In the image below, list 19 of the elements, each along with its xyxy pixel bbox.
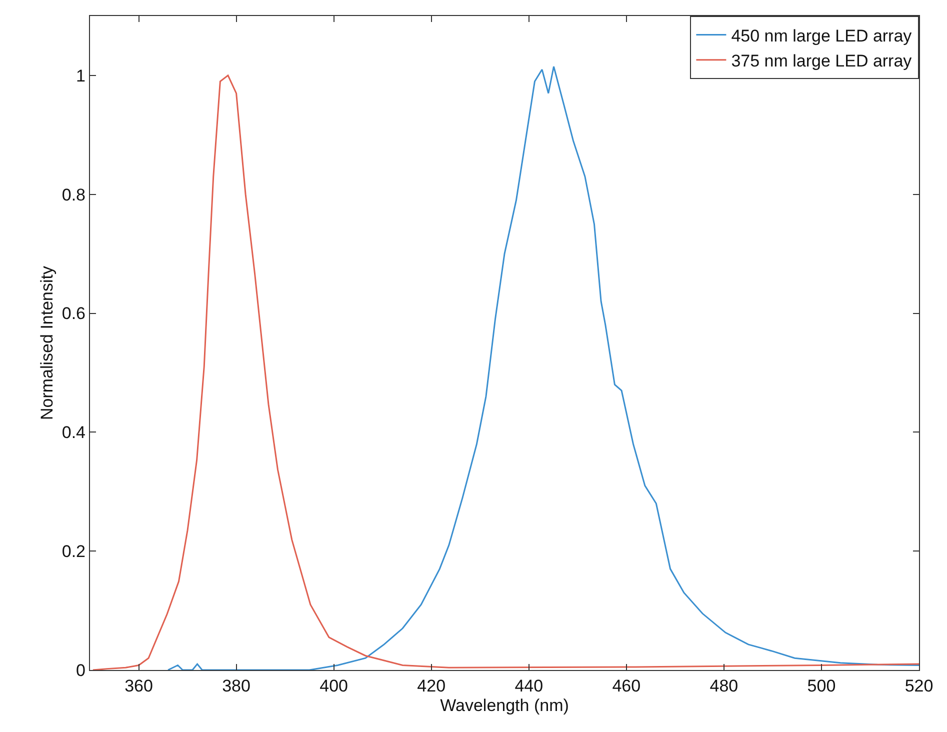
x-tick-label: 500: [807, 676, 836, 696]
x-tick-label: 380: [222, 676, 250, 696]
x-tick-label: 480: [710, 676, 738, 696]
x-axis-title: Wavelength (nm): [440, 696, 569, 715]
legend-label: 375 nm large LED array: [731, 51, 912, 70]
y-tick-label: 0.4: [62, 423, 86, 442]
y-tick-label: 0.8: [62, 185, 86, 204]
x-tick-label: 440: [514, 676, 544, 696]
y-axis-title: Normalised Intensity: [37, 266, 56, 420]
x-tick-label: 360: [124, 676, 153, 696]
y-tick-label: 0.2: [62, 542, 86, 562]
y-tick-label: 0.6: [62, 304, 86, 324]
y-tick-label: 0: [76, 660, 86, 680]
x-tick-label: 420: [417, 676, 446, 696]
y-tick-label: 1: [76, 66, 86, 86]
x-tick-label: 400: [320, 676, 348, 696]
x-tick-label: 460: [612, 676, 641, 696]
legend-label: 450 nm large LED array: [731, 26, 912, 46]
x-tick-label: 520: [904, 676, 934, 696]
